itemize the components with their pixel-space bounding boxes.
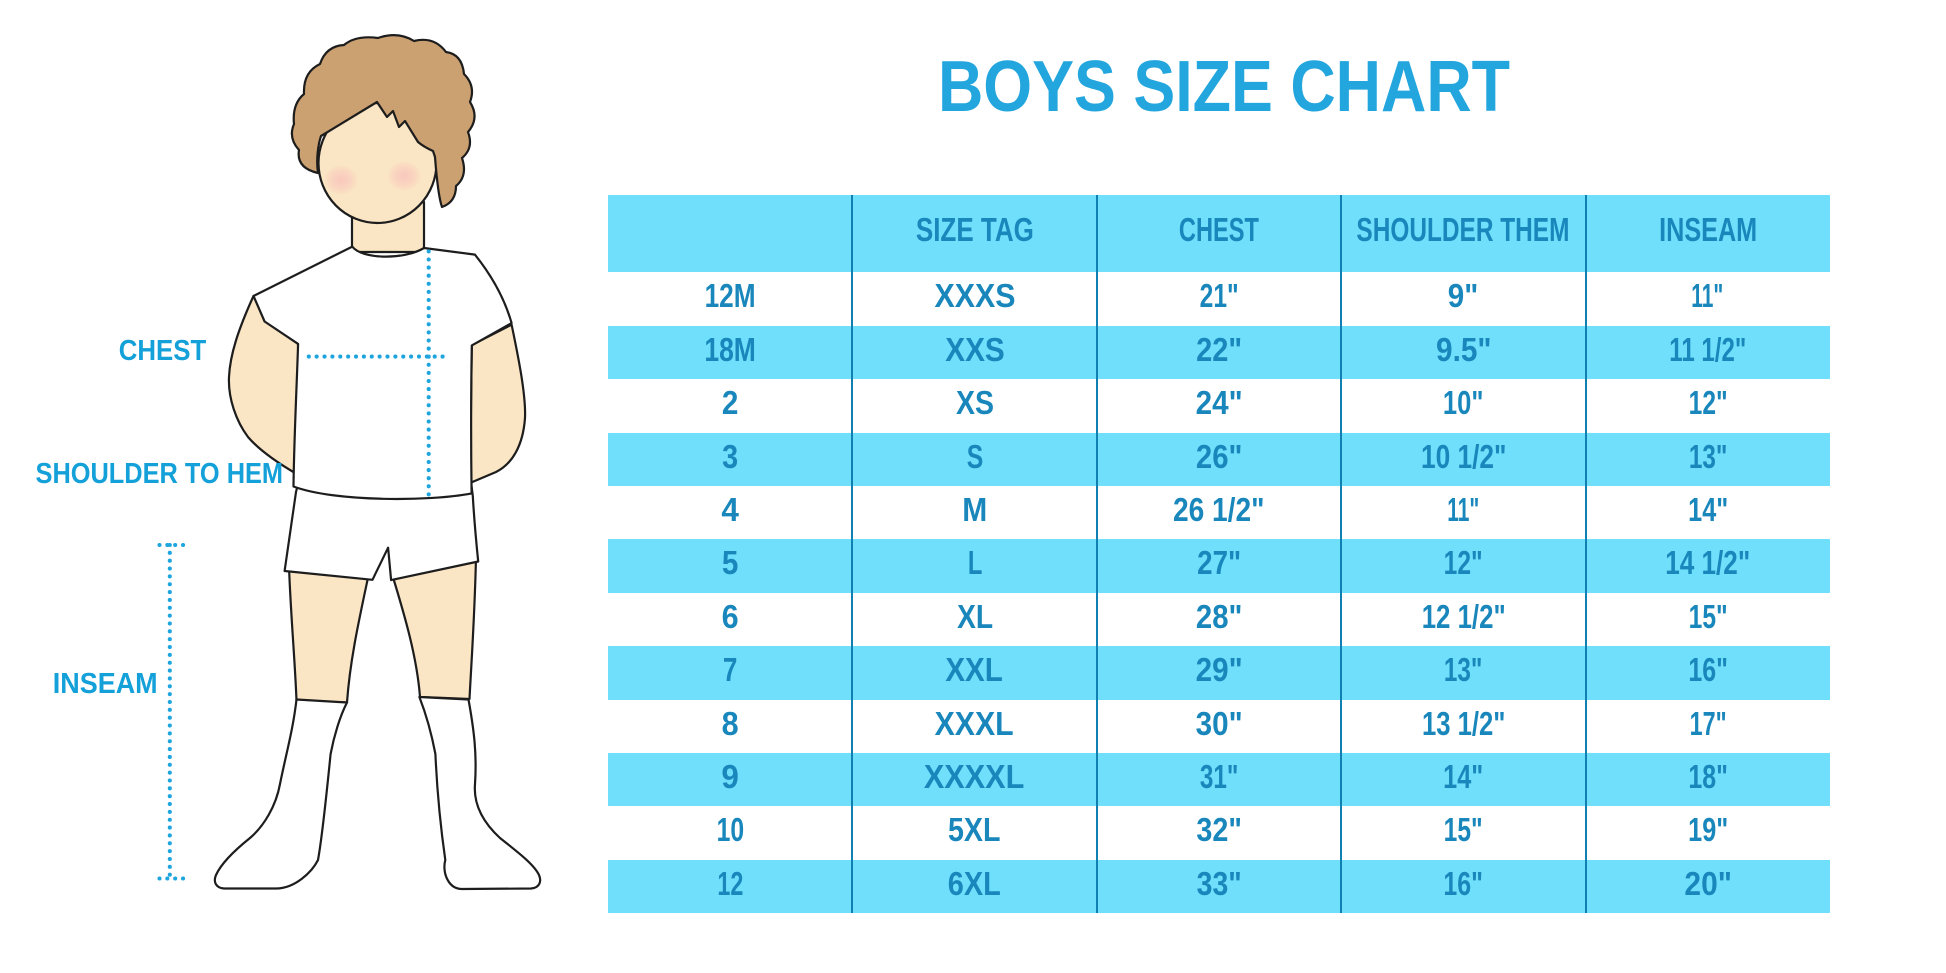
svg-text:SHOULDER TO HEM: SHOULDER TO HEM — [36, 456, 284, 489]
svg-text:INSEAM: INSEAM — [53, 667, 158, 699]
svg-text:CHEST: CHEST — [119, 334, 207, 367]
